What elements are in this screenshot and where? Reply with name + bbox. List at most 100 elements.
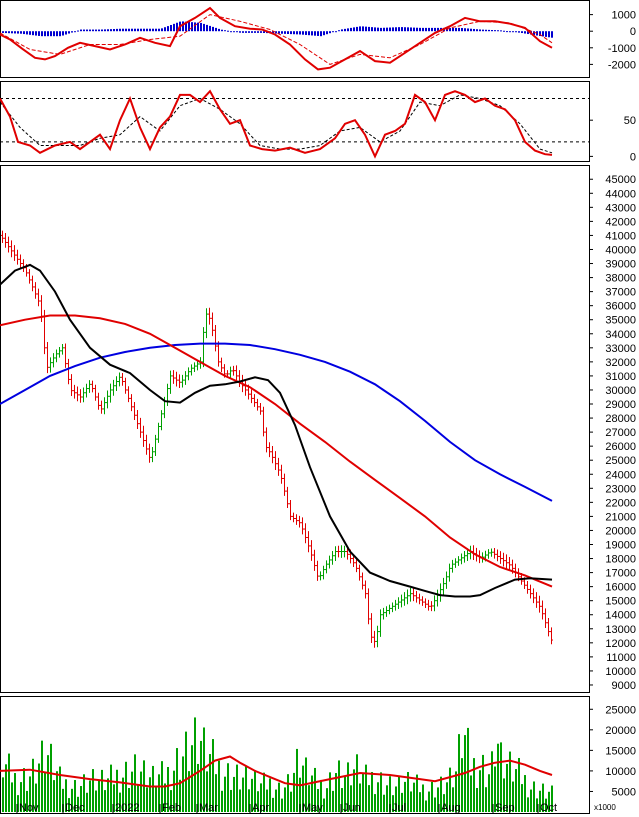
- macd-histogram-bar: [464, 28, 466, 32]
- macd-histogram-bar: [230, 31, 232, 33]
- macd-histogram-bar: [284, 31, 286, 34]
- price-tick-label: 19000: [605, 539, 636, 551]
- volume-bar: [356, 754, 358, 812]
- volume-bar: [341, 788, 343, 812]
- volume-bar: [329, 772, 331, 812]
- macd-histogram-bar: [170, 24, 172, 32]
- macd-histogram-bar: [416, 27, 418, 32]
- macd-histogram-bar: [101, 29, 103, 32]
- price-tick-label: 41000: [605, 230, 636, 242]
- macd-histogram-bar: [494, 30, 496, 32]
- volume-bar: [380, 772, 382, 812]
- volume-bar: [383, 794, 385, 812]
- volume-bar: [512, 781, 514, 812]
- macd-histogram-bar: [182, 21, 184, 32]
- macd-histogram-bar: [215, 27, 217, 32]
- macd-histogram-bar: [8, 31, 10, 34]
- macd-histogram-bar: [365, 26, 367, 32]
- price-tick-label: 40000: [605, 244, 636, 256]
- price-panel-frame: [0, 165, 590, 693]
- price-tick-label: 22000: [605, 497, 636, 509]
- volume-bar: [392, 795, 394, 812]
- volume-bar: [422, 784, 424, 812]
- volume-bar: [488, 774, 490, 812]
- macd-histogram-bar: [368, 26, 370, 32]
- price-tick-label: 11000: [606, 652, 636, 664]
- macd-histogram-bar: [551, 31, 553, 38]
- macd-histogram-bar: [11, 31, 13, 34]
- macd-histogram-bar: [488, 29, 490, 32]
- volume-bar: [551, 785, 553, 812]
- macd-histogram-bar: [407, 27, 409, 32]
- volume-bar: [440, 776, 442, 812]
- macd-histogram-bar: [299, 31, 301, 35]
- volume-bar: [86, 792, 88, 812]
- macd-line: [0, 6, 553, 71]
- moving-average-short-line: [0, 263, 553, 598]
- macd-histogram-bar: [509, 31, 511, 33]
- volume-bar: [230, 789, 232, 812]
- macd-histogram-bar: [119, 28, 121, 32]
- volume-bar: [419, 792, 421, 812]
- volume-bar: [203, 727, 205, 812]
- month-label: Apr: [252, 802, 269, 814]
- macd-histogram-bar: [449, 27, 451, 32]
- macd-histogram-bar: [311, 31, 313, 36]
- macd-histogram-bar: [320, 31, 322, 37]
- macd-histogram-bar: [38, 31, 40, 36]
- volume-bar: [179, 779, 181, 812]
- macd-histogram-bar: [80, 29, 82, 32]
- volume-tick-label: 10000: [605, 766, 636, 778]
- volume-bar: [398, 775, 400, 812]
- volume-bar: [278, 782, 280, 812]
- macd-histogram-bar: [482, 29, 484, 32]
- volume-bar: [254, 770, 256, 812]
- month-label: Dec: [65, 802, 85, 814]
- macd-histogram-bar: [140, 28, 142, 32]
- volume-bar: [170, 790, 172, 812]
- volume-bar: [173, 770, 175, 812]
- month-label: Sep: [495, 802, 515, 814]
- volume-bar: [515, 769, 517, 812]
- macd-histogram-bar: [221, 29, 223, 32]
- macd-histogram-bar: [539, 31, 541, 37]
- macd-histogram-bar: [74, 31, 76, 33]
- macd-histogram-bar: [533, 31, 535, 36]
- volume-bar: [251, 778, 253, 812]
- volume-bar: [218, 760, 220, 812]
- volume-bar: [308, 785, 310, 812]
- volume-tick-label: 25000: [605, 704, 636, 716]
- volume-bar: [287, 774, 289, 812]
- volume-bar: [59, 766, 61, 812]
- volume-bar: [38, 763, 40, 812]
- volume-bar: [152, 765, 154, 812]
- volume-bar: [8, 753, 10, 812]
- macd-histogram-bar: [308, 31, 310, 36]
- macd-panel-frame: [0, 0, 590, 78]
- macd-histogram-bar: [251, 31, 253, 33]
- macd-histogram-bar: [377, 27, 379, 32]
- macd-histogram-bar: [458, 27, 460, 32]
- macd-histogram-bar: [374, 27, 376, 32]
- volume-panel: [0, 717, 553, 812]
- price-tick-label: 16000: [605, 582, 636, 594]
- volume-bar: [236, 764, 238, 812]
- volume-bar: [326, 788, 328, 812]
- volume-bar: [425, 800, 427, 812]
- macd-histogram-bar: [173, 23, 175, 32]
- macd-histogram-bar: [302, 31, 304, 35]
- macd-histogram-bar: [62, 31, 64, 36]
- volume-bar: [365, 764, 367, 812]
- macd-histogram-bar: [68, 31, 70, 34]
- volume-bar: [17, 795, 19, 812]
- macd-histogram-bar: [344, 28, 346, 32]
- stochastic-panel: [0, 89, 589, 159]
- volume-bar: [245, 766, 247, 812]
- macd-histogram-bar: [110, 29, 112, 32]
- macd-histogram-bar: [467, 28, 469, 32]
- volume-bar: [107, 778, 109, 812]
- macd-histogram-bar: [158, 28, 160, 32]
- volume-bar: [290, 791, 292, 812]
- volume-bar: [128, 787, 130, 812]
- macd-histogram-bar: [461, 27, 463, 32]
